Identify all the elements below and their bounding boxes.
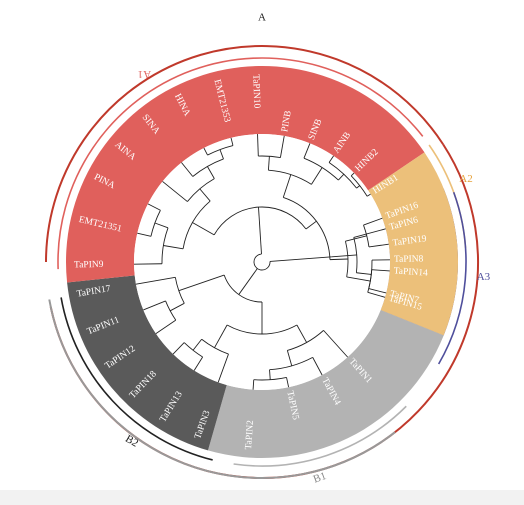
branch-radial — [371, 269, 390, 272]
leaf-label-tapin10: TaPIN10 — [250, 74, 261, 109]
branch-radial — [147, 203, 161, 211]
branch-radial — [286, 350, 293, 366]
group-label-a3: A3 — [477, 271, 491, 283]
branch-arc — [363, 224, 370, 248]
group-label-a1: A1 — [138, 68, 151, 80]
branch-radial — [163, 245, 184, 250]
branch-arc — [223, 274, 263, 303]
branch-radial — [345, 235, 367, 242]
branch-radial — [331, 254, 357, 258]
branch-arc — [253, 376, 287, 381]
tree-branches — [134, 134, 390, 390]
branch-radial — [217, 353, 229, 383]
branch-radial — [269, 256, 332, 262]
branch-radial — [328, 155, 334, 163]
branch-arc — [268, 169, 312, 185]
branch-radial — [312, 357, 323, 376]
branch-radial — [252, 379, 255, 390]
branch-radial — [269, 369, 271, 380]
branch-radial — [267, 156, 270, 171]
branch-radial — [296, 324, 307, 343]
sector-a1 — [66, 66, 425, 283]
leaf-label-tapin19: TaPIN19 — [392, 234, 427, 249]
group-label-b1: B1 — [312, 470, 328, 486]
clade-label-a: A — [258, 12, 266, 24]
inner-white-disc — [134, 134, 390, 390]
branch-radial — [353, 228, 386, 238]
branch-radial — [181, 162, 194, 177]
branch-radial — [363, 217, 383, 226]
group-arc-a1 — [57, 57, 424, 270]
group-arc-b1 — [233, 405, 407, 467]
branch-radial — [368, 288, 387, 294]
clade-arcs — [45, 45, 479, 479]
branch-radial — [350, 172, 355, 177]
leaf-label-tapin14: TaPIN14 — [393, 266, 428, 278]
leaf-label-tapin8: TaPIN8 — [394, 254, 424, 265]
branch-radial — [214, 324, 228, 348]
branch-radial — [203, 147, 208, 156]
branch-radial — [172, 342, 185, 355]
branch-radial — [199, 188, 211, 202]
branch-radial — [192, 338, 203, 351]
branch-radial — [303, 143, 311, 159]
leaf-label-tapin9: TaPIN9 — [74, 260, 104, 271]
sector-b1 — [207, 309, 444, 458]
leaf-label-tapin2: TaPIN2 — [244, 420, 256, 450]
leaf-label-pinb: PINB — [280, 110, 294, 133]
branch-radial — [338, 173, 345, 181]
branch-radial — [230, 137, 234, 146]
branch-radial — [207, 166, 215, 179]
branch-radial — [356, 272, 372, 275]
sector-b2 — [67, 275, 227, 451]
branch-radial — [238, 268, 258, 295]
branch-radial — [282, 174, 292, 198]
branch-radial — [169, 302, 185, 312]
branch-radial — [329, 258, 348, 261]
branch-radial — [219, 149, 224, 160]
branch-arc — [182, 200, 211, 249]
branch-arc — [350, 175, 368, 197]
group-label-a2: A2 — [459, 173, 472, 185]
branch-arc — [367, 269, 373, 293]
branch-radial — [257, 134, 259, 157]
branch-radial — [366, 193, 371, 197]
branch-radial — [193, 356, 204, 371]
branch-radial — [137, 232, 152, 237]
branch-radial — [154, 222, 169, 229]
branch-radial — [279, 135, 285, 158]
branch-radial — [367, 291, 386, 298]
branch-radial — [258, 207, 262, 255]
branch-radial — [143, 300, 166, 311]
clade-arc-b — [48, 299, 396, 479]
branch-arc — [253, 253, 271, 271]
branch-radial — [178, 274, 225, 292]
branch-radial — [286, 377, 290, 388]
clade-labels: A A1 A2 A3 B1 B2 — [123, 12, 490, 486]
group-sectors — [66, 66, 458, 458]
branch-radial — [162, 181, 188, 202]
clade-arc-a-upper — [45, 45, 444, 263]
branch-radial — [368, 243, 389, 248]
branch-arc — [201, 338, 229, 355]
sector-a2 — [368, 152, 458, 336]
inner-disc — [134, 134, 390, 390]
bottom-strip — [0, 490, 524, 505]
branch-radial — [135, 276, 176, 285]
branch-radial — [356, 185, 360, 189]
branch-radial — [311, 167, 323, 185]
branch-radial — [346, 276, 371, 282]
group-arc-a3 — [437, 191, 467, 365]
group-label-b2: B2 — [123, 433, 140, 450]
branch-radial — [155, 319, 177, 334]
branch-radial — [192, 222, 215, 236]
branch-radial — [323, 330, 348, 358]
group-arc-b2 — [60, 297, 213, 461]
branch-radial — [305, 220, 317, 230]
